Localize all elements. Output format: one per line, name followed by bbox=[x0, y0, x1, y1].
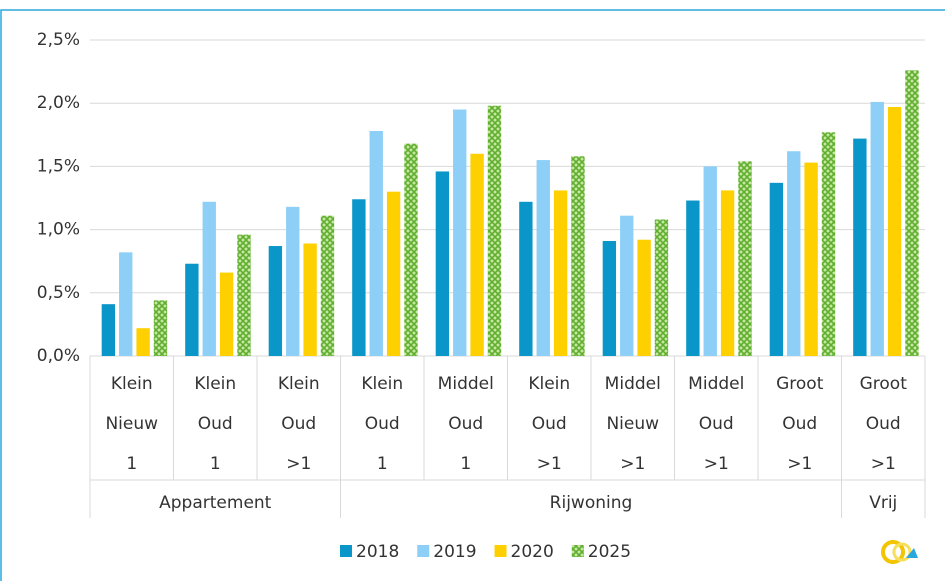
x-tick-label: Groot bbox=[776, 374, 824, 394]
bar bbox=[219, 272, 234, 356]
x-tick-label: Klein bbox=[278, 374, 320, 394]
legend-swatch bbox=[417, 545, 430, 557]
bar bbox=[153, 300, 168, 356]
legend-swatch bbox=[571, 545, 584, 557]
x-tick-label: 1 bbox=[377, 454, 388, 474]
bar bbox=[185, 263, 199, 356]
bar bbox=[453, 109, 467, 357]
bar bbox=[654, 219, 669, 356]
bar bbox=[686, 200, 700, 356]
x-tick-label: Klein bbox=[361, 374, 403, 394]
logo bbox=[881, 540, 918, 564]
bar bbox=[602, 240, 617, 356]
x-tick-label: >1 bbox=[286, 454, 311, 474]
bar bbox=[738, 161, 752, 356]
legend-swatch bbox=[494, 545, 507, 557]
x-tick-label: Oud bbox=[281, 414, 316, 434]
frame bbox=[0, 9, 945, 581]
y-tick-label: 0,5% bbox=[37, 283, 80, 303]
x-tick-label: >1 bbox=[620, 454, 645, 474]
bar bbox=[268, 246, 283, 356]
y-tick-label: 0,0% bbox=[37, 346, 80, 366]
bar bbox=[202, 201, 216, 356]
group-label: Appartement bbox=[159, 493, 272, 513]
bar bbox=[553, 190, 568, 356]
bar bbox=[519, 201, 533, 356]
x-tick-label: Middel bbox=[688, 374, 744, 394]
x-tick-label: Oud bbox=[448, 414, 483, 434]
x-tick-label: Middel bbox=[438, 374, 494, 394]
x-tick-label: Klein bbox=[528, 374, 570, 394]
x-tick-label: Nieuw bbox=[606, 414, 659, 434]
x-tick-label: >1 bbox=[704, 454, 729, 474]
bar bbox=[620, 215, 634, 356]
legend-label: 2020 bbox=[511, 542, 554, 562]
bar bbox=[136, 328, 150, 356]
x-tick-label: >1 bbox=[787, 454, 812, 474]
bar bbox=[821, 132, 836, 356]
bar bbox=[769, 182, 784, 356]
x-tick-label: 1 bbox=[126, 454, 137, 474]
bar bbox=[404, 143, 418, 356]
bar bbox=[352, 199, 366, 356]
legend-swatch bbox=[340, 545, 352, 557]
x-tick-label: Oud bbox=[699, 414, 734, 434]
bar bbox=[536, 160, 550, 356]
x-tick-label: Oud bbox=[782, 414, 817, 434]
legend-label: 2019 bbox=[433, 542, 476, 562]
x-tick-label: Klein bbox=[111, 374, 153, 394]
x-tick-label: Oud bbox=[532, 414, 567, 434]
bar bbox=[720, 190, 735, 356]
x-tick-label: Middel bbox=[605, 374, 661, 394]
x-tick-label: >1 bbox=[537, 454, 562, 474]
y-tick-label: 1,0% bbox=[37, 220, 80, 240]
y-tick-label: 2,0% bbox=[37, 93, 80, 113]
bar bbox=[637, 239, 651, 356]
bar bbox=[435, 171, 450, 356]
x-tick-label: Groot bbox=[860, 374, 908, 394]
bar bbox=[369, 131, 383, 356]
bar bbox=[119, 252, 133, 356]
x-tick-label: >1 bbox=[871, 454, 896, 474]
bar bbox=[905, 70, 919, 356]
bar bbox=[703, 166, 717, 356]
group-label: Rijwoning bbox=[550, 493, 633, 513]
x-tick-label: Klein bbox=[194, 374, 236, 394]
bar bbox=[237, 234, 251, 356]
x-tick-label: Oud bbox=[866, 414, 901, 434]
x-tick-label: 1 bbox=[460, 454, 471, 474]
bar bbox=[386, 191, 401, 356]
bar bbox=[320, 215, 335, 356]
bar bbox=[887, 106, 902, 356]
bar bbox=[470, 153, 484, 356]
x-tick-label: Nieuw bbox=[105, 414, 158, 434]
x-tick-label: Oud bbox=[198, 414, 233, 434]
group-label: Vrij bbox=[869, 493, 897, 513]
bar bbox=[303, 243, 317, 356]
bar bbox=[804, 162, 818, 356]
bar bbox=[101, 304, 116, 356]
x-tick-label: Oud bbox=[365, 414, 400, 434]
legend-label: 2025 bbox=[588, 542, 631, 562]
legend-label: 2018 bbox=[356, 542, 399, 562]
bar bbox=[787, 151, 801, 356]
bar bbox=[487, 105, 502, 356]
bar bbox=[286, 206, 300, 356]
bar bbox=[853, 138, 867, 356]
y-tick-label: 1,5% bbox=[37, 156, 80, 176]
bar bbox=[870, 101, 884, 356]
x-tick-label: 1 bbox=[210, 454, 221, 474]
y-tick-label: 2,5% bbox=[37, 30, 80, 50]
bar bbox=[571, 156, 585, 356]
